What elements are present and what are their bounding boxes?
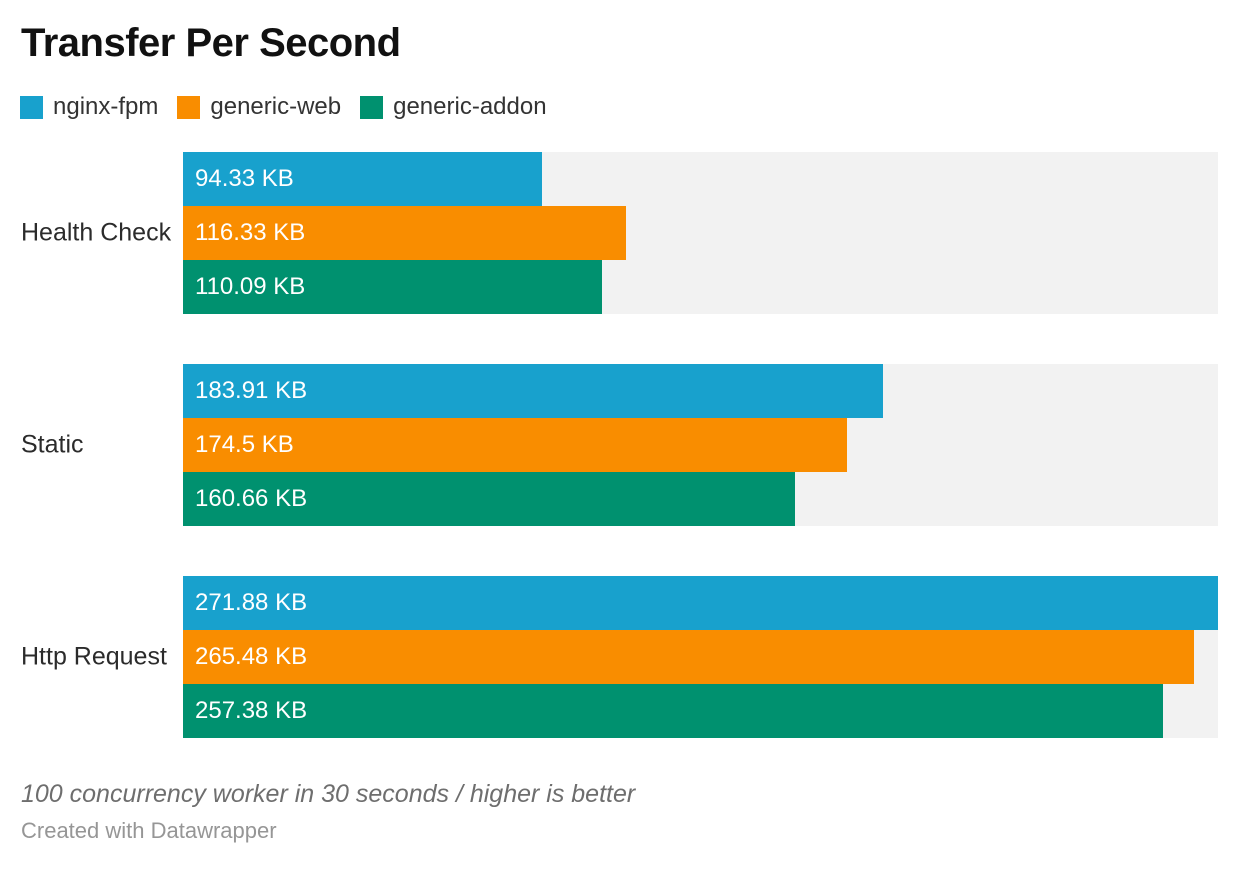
bar-row: 160.66 KB [183, 472, 1218, 526]
footer-note: 100 concurrency worker in 30 seconds / h… [21, 780, 636, 808]
bar-value-label: 183.91 KB [195, 377, 308, 404]
bar-generic-addon: 257.38 KB [183, 684, 1163, 738]
bar-track: 183.91 KB 174.5 KB 160.66 KB [183, 364, 1218, 526]
bar-value-label: 271.88 KB [195, 589, 308, 616]
bar-row: 116.33 KB [183, 206, 1218, 260]
bar-group: Static 183.91 KB 174.5 KB 160.66 KB [0, 364, 1240, 526]
bar-generic-web: 174.5 KB [183, 418, 848, 472]
legend-item: nginx-fpm [20, 93, 158, 121]
bar-row: 271.88 KB [183, 576, 1218, 630]
legend-item: generic-web [177, 93, 341, 121]
bar-value-label: 160.66 KB [195, 485, 308, 512]
legend-label: generic-web [210, 93, 342, 120]
bar-generic-web: 265.48 KB [183, 630, 1194, 684]
category-label: Http Request [21, 642, 167, 671]
bar-nginx-fpm: 183.91 KB [183, 364, 884, 418]
bar-value-label: 116.33 KB [195, 219, 306, 246]
bar-row: 94.33 KB [183, 152, 1218, 206]
bar-value-label: 94.33 KB [195, 165, 294, 192]
bar-track: 271.88 KB 265.48 KB 257.38 KB [183, 576, 1218, 738]
chart: Health Check 94.33 KB 116.33 KB 110.09 KB St… [0, 152, 1240, 738]
bar-row: 183.91 KB [183, 364, 1218, 418]
bar-generic-addon: 110.09 KB [183, 260, 603, 314]
bar-row: 110.09 KB [183, 260, 1218, 314]
bar-generic-addon: 160.66 KB [183, 472, 795, 526]
legend-item: generic-addon [360, 93, 547, 121]
legend-swatch-icon [177, 95, 201, 119]
legend-swatch-icon [20, 95, 43, 119]
bar-value-label: 174.5 KB [195, 431, 294, 458]
bar-value-label: 265.48 KB [195, 643, 308, 670]
legend: nginx-fpm generic-web generic-addon [20, 93, 1240, 121]
bar-nginx-fpm: 94.33 KB [183, 152, 543, 206]
chart-title: Transfer Per Second [21, 21, 401, 65]
legend-label: nginx-fpm [53, 93, 159, 120]
bar-group: Http Request 271.88 KB 265.48 KB 257.38 KB [0, 576, 1240, 738]
legend-label: generic-addon [393, 93, 547, 120]
bar-row: 257.38 KB [183, 684, 1218, 738]
datawrapper-credit: Created with Datawrapper [21, 818, 277, 843]
legend-swatch-icon [360, 95, 384, 119]
bar-row: 174.5 KB [183, 418, 1218, 472]
bar-row: 265.48 KB [183, 630, 1218, 684]
bar-nginx-fpm: 271.88 KB [183, 576, 1218, 630]
bar-group: Health Check 94.33 KB 116.33 KB 110.09 KB [0, 152, 1240, 314]
bar-value-label: 110.09 KB [195, 273, 306, 300]
category-label: Static [21, 430, 84, 459]
bar-value-label: 257.38 KB [195, 697, 308, 724]
bar-generic-web: 116.33 KB [183, 206, 626, 260]
category-label: Health Check [21, 218, 172, 247]
bar-track: 94.33 KB 116.33 KB 110.09 KB [183, 152, 1218, 314]
